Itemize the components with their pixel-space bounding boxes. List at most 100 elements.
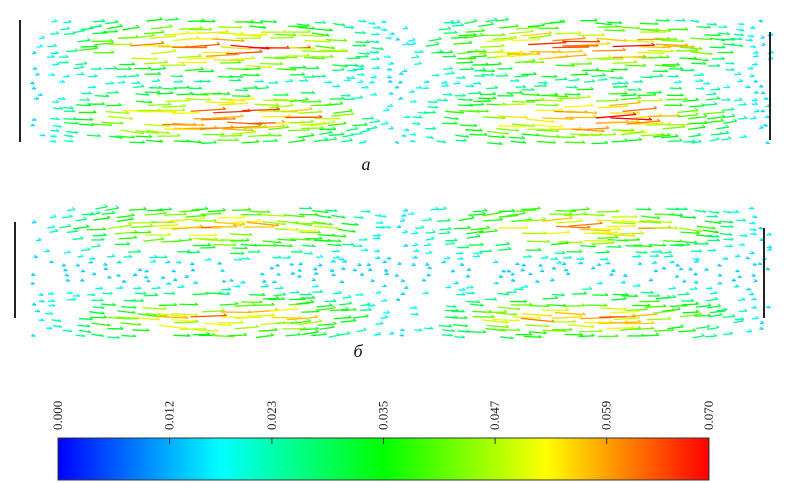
vector-head bbox=[729, 237, 734, 241]
vector bbox=[372, 26, 381, 29]
vector bbox=[231, 131, 257, 135]
vector-head bbox=[712, 226, 716, 230]
vector-head bbox=[703, 114, 708, 117]
vector-head bbox=[110, 81, 115, 84]
vector-head bbox=[340, 257, 345, 261]
vector-head bbox=[31, 333, 36, 337]
vector-head bbox=[660, 51, 665, 55]
vector-head bbox=[270, 332, 274, 336]
vector-head bbox=[158, 85, 163, 89]
vector bbox=[352, 124, 368, 127]
vector bbox=[737, 117, 748, 120]
vector-head bbox=[331, 119, 336, 123]
vector bbox=[709, 138, 720, 142]
vector-head bbox=[739, 43, 744, 47]
vector-head bbox=[684, 207, 688, 210]
vector-head bbox=[716, 238, 720, 241]
vector-head bbox=[768, 245, 772, 248]
vector bbox=[553, 136, 576, 139]
vector-head bbox=[608, 55, 612, 58]
vector-head bbox=[485, 109, 489, 112]
vector-head bbox=[712, 248, 717, 252]
vector bbox=[637, 94, 656, 97]
vector-head bbox=[499, 274, 503, 278]
vector bbox=[164, 213, 187, 216]
vector bbox=[178, 217, 206, 222]
vector-head bbox=[376, 56, 380, 60]
vector-head bbox=[377, 25, 381, 29]
vector bbox=[746, 330, 753, 333]
vector-head bbox=[522, 84, 527, 88]
vector-head bbox=[222, 207, 226, 211]
vector-head bbox=[271, 313, 276, 316]
vector-head bbox=[283, 29, 287, 33]
vector-head bbox=[303, 24, 308, 28]
vector bbox=[425, 231, 436, 234]
vector-head bbox=[439, 49, 444, 52]
vector-head bbox=[213, 232, 218, 236]
vector-head bbox=[171, 291, 176, 295]
vector-head bbox=[336, 84, 341, 88]
vector-head bbox=[48, 326, 53, 330]
vector bbox=[411, 56, 420, 59]
vector-head bbox=[384, 268, 389, 272]
vector bbox=[692, 258, 700, 261]
vector-head bbox=[332, 272, 336, 276]
vector-head bbox=[385, 271, 389, 275]
vector bbox=[206, 101, 236, 104]
vector-head bbox=[488, 248, 492, 252]
vector-head bbox=[336, 249, 340, 253]
vector-head bbox=[546, 239, 551, 243]
vector-head bbox=[275, 102, 280, 106]
vector bbox=[333, 110, 353, 114]
vector-head bbox=[543, 231, 547, 234]
vector-head bbox=[754, 62, 758, 66]
vector-head bbox=[390, 61, 395, 65]
vector-head bbox=[588, 61, 593, 65]
vector bbox=[536, 129, 559, 132]
vector-head bbox=[505, 131, 510, 135]
vector-head bbox=[667, 316, 672, 320]
vector-head bbox=[543, 330, 547, 334]
vector bbox=[444, 116, 459, 120]
vector bbox=[255, 334, 274, 339]
vector bbox=[65, 49, 79, 53]
vector bbox=[375, 226, 385, 229]
vector bbox=[444, 72, 455, 75]
vector bbox=[231, 95, 251, 98]
vector bbox=[736, 28, 745, 32]
vector bbox=[552, 46, 589, 49]
vector-head bbox=[377, 290, 382, 294]
vector bbox=[305, 40, 332, 43]
vector-head bbox=[240, 113, 244, 117]
vector-head bbox=[331, 46, 336, 49]
vector-head bbox=[395, 140, 400, 144]
vector bbox=[665, 123, 691, 126]
vector-head bbox=[728, 232, 733, 236]
vector-head bbox=[222, 279, 227, 283]
vector-head bbox=[624, 67, 629, 71]
vector-head bbox=[104, 267, 109, 270]
vector bbox=[542, 231, 570, 235]
vector-head bbox=[366, 40, 371, 43]
vector-head bbox=[637, 95, 642, 99]
vector-head bbox=[432, 110, 436, 114]
vector bbox=[311, 333, 327, 337]
vector-head bbox=[273, 19, 277, 23]
vector-head bbox=[261, 272, 265, 276]
vector bbox=[509, 53, 539, 58]
vector bbox=[271, 316, 302, 319]
vector-head bbox=[490, 314, 495, 318]
vector bbox=[426, 136, 434, 139]
vector-head bbox=[196, 30, 200, 34]
vector bbox=[105, 207, 120, 212]
vector-head bbox=[701, 333, 705, 337]
vector-head bbox=[136, 24, 140, 28]
vector bbox=[314, 225, 340, 230]
vector-head bbox=[74, 130, 79, 134]
vector-head bbox=[522, 263, 526, 267]
vector bbox=[683, 140, 696, 143]
vector-head bbox=[511, 208, 516, 212]
vector-head bbox=[614, 230, 619, 234]
vector-head bbox=[260, 79, 264, 83]
